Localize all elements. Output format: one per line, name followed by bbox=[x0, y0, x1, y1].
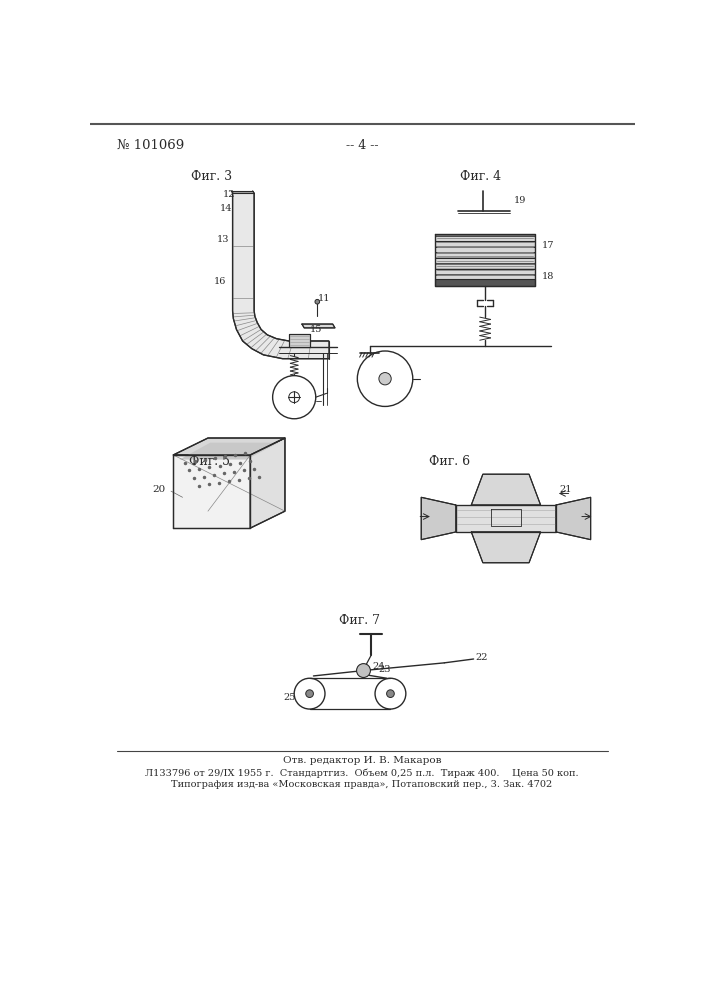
Circle shape bbox=[305, 690, 313, 698]
Polygon shape bbox=[250, 438, 285, 528]
Polygon shape bbox=[173, 455, 250, 528]
Text: 22: 22 bbox=[475, 653, 488, 662]
Polygon shape bbox=[435, 279, 535, 286]
Text: 20: 20 bbox=[152, 485, 165, 494]
Text: Фиг. 7: Фиг. 7 bbox=[339, 614, 380, 627]
Text: 17: 17 bbox=[542, 241, 554, 250]
Circle shape bbox=[315, 299, 320, 304]
Text: 11: 11 bbox=[318, 294, 331, 303]
Text: 15: 15 bbox=[310, 325, 322, 334]
Polygon shape bbox=[180, 443, 279, 460]
Bar bbox=[435, 234, 535, 286]
Circle shape bbox=[356, 664, 370, 677]
Polygon shape bbox=[233, 193, 329, 359]
Text: Фиг. 5: Фиг. 5 bbox=[189, 455, 230, 468]
Text: 12: 12 bbox=[223, 190, 235, 199]
Text: Л133796 от 29/IX 1955 г.  Стандартгиз.  Объем 0,25 п.л.  Тираж 400.    Цена 50 к: Л133796 от 29/IX 1955 г. Стандартгиз. Об… bbox=[145, 768, 579, 778]
Text: 16: 16 bbox=[214, 277, 226, 286]
Text: Фиг. 3: Фиг. 3 bbox=[191, 170, 233, 183]
Polygon shape bbox=[302, 324, 335, 328]
Text: 18: 18 bbox=[542, 272, 554, 281]
Circle shape bbox=[379, 373, 391, 385]
Text: Отв. редактор И. В. Макаров: Отв. редактор И. В. Макаров bbox=[283, 756, 441, 765]
Text: Фиг. 4: Фиг. 4 bbox=[460, 170, 501, 183]
Text: 14: 14 bbox=[220, 204, 233, 213]
Polygon shape bbox=[421, 497, 456, 540]
Text: Фиг. 6: Фиг. 6 bbox=[429, 455, 470, 468]
Polygon shape bbox=[288, 334, 310, 347]
Text: 21: 21 bbox=[560, 485, 573, 494]
Circle shape bbox=[387, 690, 395, 698]
Text: 23: 23 bbox=[378, 665, 390, 674]
Text: 13: 13 bbox=[217, 235, 230, 244]
Polygon shape bbox=[556, 497, 590, 540]
Text: 25: 25 bbox=[284, 693, 296, 702]
Polygon shape bbox=[472, 532, 541, 563]
Text: 19: 19 bbox=[514, 196, 526, 205]
Text: № 101069: № 101069 bbox=[117, 139, 185, 152]
Polygon shape bbox=[173, 438, 285, 455]
Text: -- 4 --: -- 4 -- bbox=[346, 139, 378, 152]
Polygon shape bbox=[456, 505, 556, 532]
Text: Типография изд-ва «Московская правда», Потаповский пер., 3. Зак. 4702: Типография изд-ва «Московская правда», П… bbox=[171, 780, 553, 789]
Polygon shape bbox=[472, 474, 541, 505]
Text: 24: 24 bbox=[373, 662, 385, 671]
